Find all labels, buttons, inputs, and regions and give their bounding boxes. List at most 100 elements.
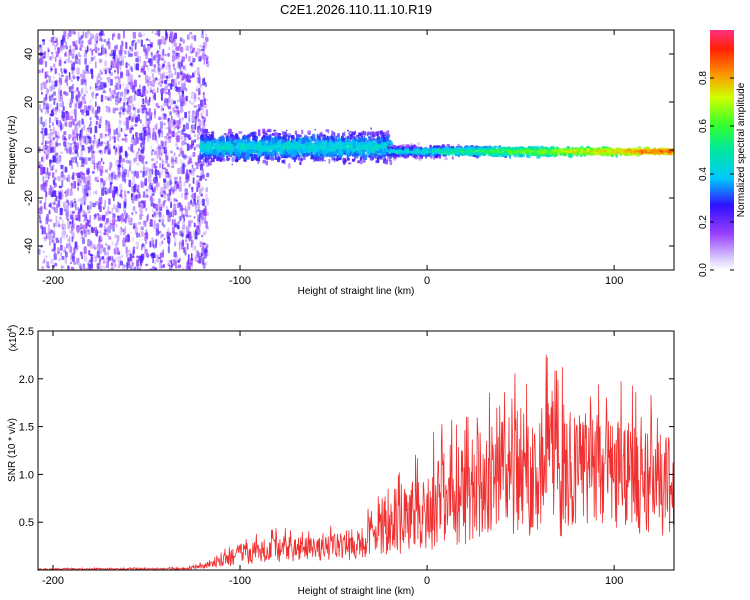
heatmap-cell bbox=[145, 51, 148, 56]
heatmap-cell bbox=[160, 105, 163, 112]
heatmap-cell bbox=[143, 70, 147, 75]
heatmap-cell bbox=[293, 144, 296, 147]
heatmap-cell bbox=[122, 263, 125, 270]
heatmap-cell bbox=[49, 132, 53, 136]
heatmap-cell bbox=[227, 157, 231, 160]
heatmap-cell bbox=[164, 79, 167, 84]
heatmap-cell bbox=[103, 232, 107, 236]
heatmap-cell bbox=[84, 184, 88, 191]
heatmap-cell bbox=[103, 82, 107, 88]
heatmap-cell bbox=[87, 261, 92, 265]
heatmap-cell bbox=[61, 101, 64, 108]
heatmap-cell bbox=[85, 190, 89, 194]
heatmap-cell bbox=[69, 102, 72, 108]
heatmap-cell bbox=[221, 143, 225, 147]
heatmap-cell bbox=[327, 132, 330, 134]
heatmap-cell bbox=[332, 145, 334, 147]
heatmap-cell bbox=[192, 57, 196, 63]
heatmap-cell bbox=[53, 229, 56, 233]
heatmap-cell bbox=[176, 224, 180, 230]
heatmap-cell bbox=[204, 158, 208, 163]
heatmap-cell bbox=[186, 45, 190, 48]
heatmap-cell bbox=[70, 221, 74, 225]
heatmap-cell bbox=[264, 151, 267, 157]
heatmap-cell bbox=[102, 214, 106, 222]
heatmap-cell bbox=[288, 146, 291, 149]
heatmap-cell bbox=[75, 55, 78, 61]
heatmap-cell bbox=[71, 53, 75, 59]
heatmap-cell bbox=[123, 210, 127, 215]
heatmap-cell bbox=[59, 56, 62, 65]
heatmap-cell bbox=[181, 117, 184, 121]
heatmap-cell bbox=[88, 205, 90, 211]
heatmap-cell bbox=[178, 215, 182, 222]
heatmap-cell bbox=[156, 68, 160, 74]
heatmap-cell bbox=[363, 135, 366, 138]
heatmap-cell bbox=[152, 265, 155, 270]
heatmap-cell bbox=[127, 97, 131, 104]
heatmap-cell bbox=[176, 147, 180, 150]
heatmap-cell bbox=[86, 133, 90, 137]
heatmap-cell bbox=[174, 236, 177, 244]
heatmap-cell bbox=[132, 237, 134, 242]
heatmap-cell bbox=[161, 234, 164, 237]
heatmap-cell bbox=[262, 132, 266, 134]
heatmap-cell bbox=[191, 114, 195, 122]
heatmap-cell bbox=[133, 157, 137, 162]
heatmap-cell bbox=[70, 229, 74, 234]
heatmap-cell bbox=[205, 212, 209, 216]
heatmap-cell bbox=[163, 40, 167, 45]
heatmap-cell bbox=[389, 141, 392, 145]
heatmap-cell bbox=[156, 50, 160, 54]
heatmap-cell bbox=[316, 140, 320, 146]
heatmap-cell bbox=[253, 140, 256, 145]
heatmap-cell bbox=[183, 155, 186, 160]
heatmap-cell bbox=[129, 255, 132, 262]
heatmap-cell bbox=[62, 112, 65, 118]
heatmap-cell bbox=[162, 74, 165, 79]
heatmap-cell bbox=[201, 247, 205, 253]
heatmap-cell bbox=[121, 228, 125, 233]
heatmap-cell bbox=[181, 100, 185, 107]
heatmap-cell bbox=[160, 252, 164, 258]
heatmap-cell bbox=[77, 79, 79, 82]
heatmap-cell bbox=[135, 152, 139, 159]
heatmap-cell bbox=[60, 122, 63, 130]
heatmap-cell bbox=[154, 54, 156, 59]
heatmap-cell bbox=[156, 30, 158, 33]
heatmap-cell bbox=[112, 214, 114, 218]
heatmap-cell bbox=[169, 150, 173, 154]
heatmap-cell bbox=[299, 134, 302, 138]
heatmap-cell bbox=[241, 139, 244, 141]
heatmap-cell bbox=[102, 265, 106, 269]
heatmap-cell bbox=[66, 177, 69, 182]
heatmap-cell bbox=[149, 196, 152, 202]
heatmap-cell bbox=[96, 264, 100, 268]
heatmap-cell bbox=[151, 237, 154, 245]
heatmap-cell bbox=[185, 154, 188, 159]
heatmap-cell bbox=[163, 193, 167, 199]
heatmap-cell bbox=[44, 149, 47, 156]
heatmap-cell bbox=[111, 240, 115, 246]
heatmap-cell bbox=[119, 193, 122, 198]
heatmap-cell bbox=[132, 31, 136, 39]
heatmap-cell bbox=[45, 140, 47, 147]
heatmap-cell bbox=[187, 201, 191, 209]
heatmap-cell bbox=[132, 185, 136, 193]
heatmap-cell bbox=[156, 161, 158, 164]
heatmap-cell bbox=[68, 112, 71, 116]
heatmap-cell bbox=[204, 129, 208, 134]
heatmap-cell bbox=[172, 100, 176, 105]
heatmap-cell bbox=[168, 232, 172, 237]
heatmap-cell bbox=[352, 143, 356, 149]
heatmap-cell bbox=[145, 96, 147, 104]
heatmap-cell bbox=[82, 263, 86, 270]
heatmap-cell bbox=[313, 156, 316, 161]
heatmap-cell bbox=[140, 170, 142, 173]
heatmap-cell bbox=[128, 72, 130, 77]
heatmap-cell bbox=[137, 184, 140, 193]
heatmap-cell bbox=[93, 154, 96, 162]
heatmap-cell bbox=[109, 162, 113, 168]
heatmap-cell bbox=[71, 109, 75, 115]
heatmap-cell bbox=[69, 210, 72, 217]
